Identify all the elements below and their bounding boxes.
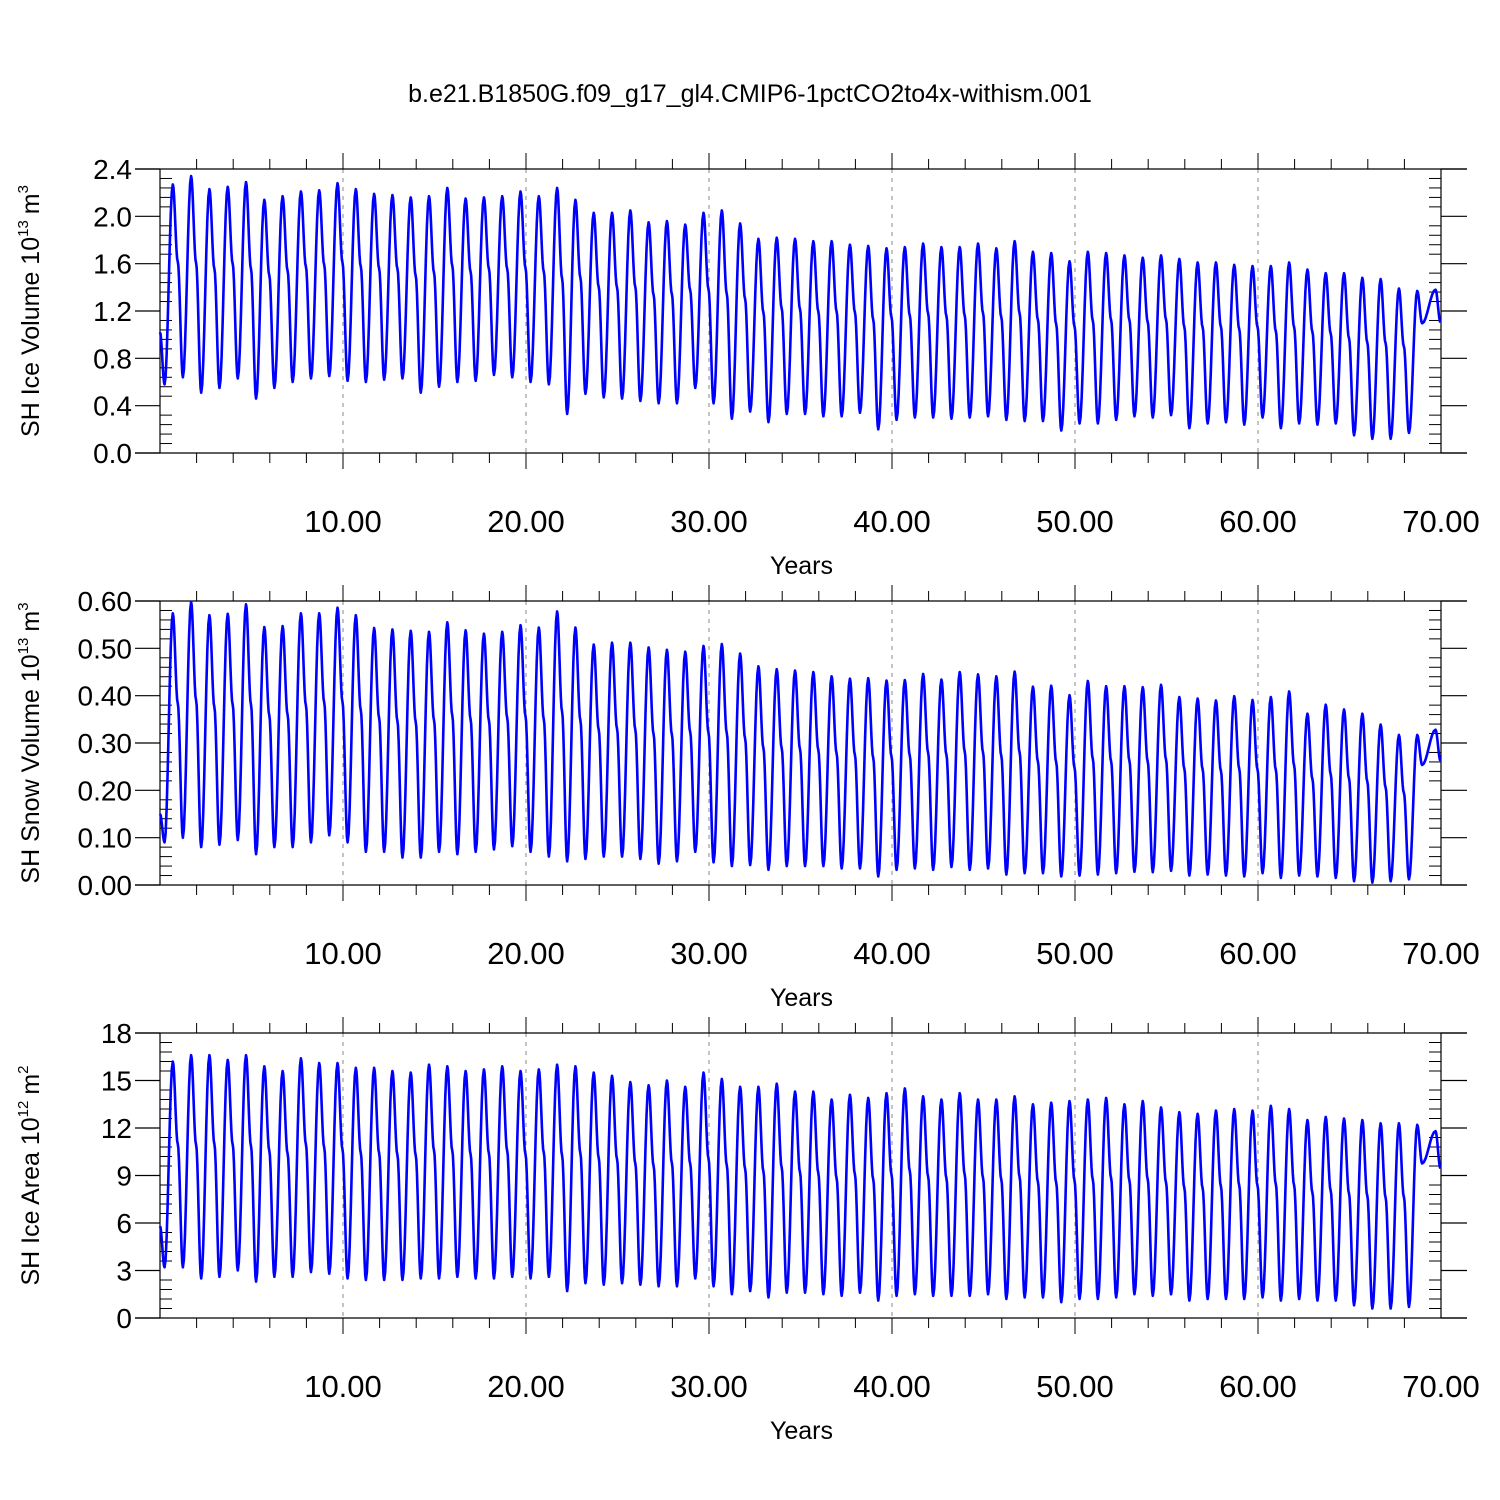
x-tick-label: 60.00 xyxy=(1219,504,1297,539)
y-axis-title-name: SH Ice Area xyxy=(17,1145,45,1285)
y-tick-label: 0.10 xyxy=(78,823,133,854)
y-axis-unit-symbol: m xyxy=(17,193,45,214)
y-axis-unit-base: 10 xyxy=(17,237,45,265)
series-line xyxy=(158,600,1442,884)
y-tick-label: 0.4 xyxy=(93,391,132,422)
x-tick-label: 10.00 xyxy=(304,936,382,971)
x-tick-label: 20.00 xyxy=(487,936,565,971)
series-line xyxy=(158,1053,1442,1310)
y-axis-unit-exponent: 13 xyxy=(15,220,32,237)
x-tick-label: 40.00 xyxy=(853,1369,931,1404)
y-tick-label: 9 xyxy=(116,1161,132,1192)
x-tick-label: 50.00 xyxy=(1036,1369,1114,1404)
y-axis-title: SH Ice Volume 1013 m3 xyxy=(15,185,45,437)
y-tick-label: 2.0 xyxy=(93,201,132,232)
figure-title: b.e21.B1850G.f09_g17_gl4.CMIP6-1pctCO2to… xyxy=(408,80,1092,108)
y-tick-label: 0.40 xyxy=(78,681,133,712)
y-tick-label: 0.20 xyxy=(78,775,133,806)
x-tick-label: 10.00 xyxy=(304,504,382,539)
x-tick-label: 10.00 xyxy=(304,1369,382,1404)
y-tick-label: 0.00 xyxy=(78,870,133,901)
y-tick-label: 12 xyxy=(101,1113,132,1144)
y-tick-label: 0.0 xyxy=(93,438,132,469)
y-axis-title-name: SH Ice Volume xyxy=(17,265,45,437)
y-axis-unit-symbol: m xyxy=(17,611,45,632)
x-tick-label: 70.00 xyxy=(1402,936,1480,971)
x-tick-label: 50.00 xyxy=(1036,936,1114,971)
chart-panel-2: 0.00 0.10 0.20 0.30 0.40 0.50 0.60 10.00 20.00 30… xyxy=(15,585,1480,1012)
x-tick-label: 40.00 xyxy=(853,936,931,971)
x-tick-label: 30.00 xyxy=(670,504,748,539)
y-axis-unit-exponent: 12 xyxy=(15,1101,32,1118)
y-axis-unit-base: 10 xyxy=(17,654,45,682)
y-axis-unit-symbol-exponent: 3 xyxy=(15,602,32,610)
y-axis-unit-symbol-exponent: 3 xyxy=(15,185,32,193)
x-tick-label: 50.00 xyxy=(1036,504,1114,539)
x-tick-label: 40.00 xyxy=(853,504,931,539)
y-axis-title: SH Ice Area 1012 m2 xyxy=(15,1065,45,1285)
y-axis-title-name: SH Snow Volume xyxy=(17,682,45,884)
x-tick-label: 70.00 xyxy=(1402,1369,1480,1404)
x-axis-title: Years xyxy=(770,1417,833,1445)
chart-panel-3: 0 3 6 9 12 15 18 10.00 20.00 30.00 40.00 50.00 60.00… xyxy=(15,1017,1480,1445)
y-tick-label: 3 xyxy=(116,1256,132,1287)
series-line xyxy=(158,174,1442,441)
chart-panel-1: 0.0 0.4 0.8 1.2 1.6 2.0 2.4 10.00 20.00 30.00 40.0… xyxy=(15,153,1480,580)
x-axis-title: Years xyxy=(770,552,833,580)
y-tick-label: 1.2 xyxy=(93,296,132,327)
y-tick-label: 0.50 xyxy=(78,633,133,664)
x-tick-label: 20.00 xyxy=(487,1369,565,1404)
x-tick-label: 30.00 xyxy=(670,1369,748,1404)
x-tick-label: 30.00 xyxy=(670,936,748,971)
x-tick-label: 20.00 xyxy=(487,504,565,539)
x-tick-label: 70.00 xyxy=(1402,504,1480,539)
y-tick-label: 0.30 xyxy=(78,728,133,759)
y-tick-label: 1.6 xyxy=(93,249,132,280)
y-tick-label: 15 xyxy=(101,1066,132,1097)
y-tick-label: 6 xyxy=(116,1208,132,1239)
y-axis-title: SH Snow Volume 1013 m3 xyxy=(15,602,45,883)
y-axis-unit-exponent: 13 xyxy=(15,638,32,655)
y-axis-unit-symbol: m xyxy=(17,1074,45,1095)
x-tick-label: 60.00 xyxy=(1219,936,1297,971)
y-tick-label: 0.60 xyxy=(78,586,133,617)
y-tick-label: 0.8 xyxy=(93,343,132,374)
x-axis-title: Years xyxy=(770,984,833,1012)
y-tick-label: 18 xyxy=(101,1018,132,1049)
y-tick-label: 2.4 xyxy=(93,154,132,185)
y-tick-label: 0 xyxy=(116,1303,132,1334)
y-axis-unit-symbol-exponent: 2 xyxy=(15,1065,32,1073)
x-tick-label: 60.00 xyxy=(1219,1369,1297,1404)
y-axis-unit-base: 10 xyxy=(17,1117,45,1145)
